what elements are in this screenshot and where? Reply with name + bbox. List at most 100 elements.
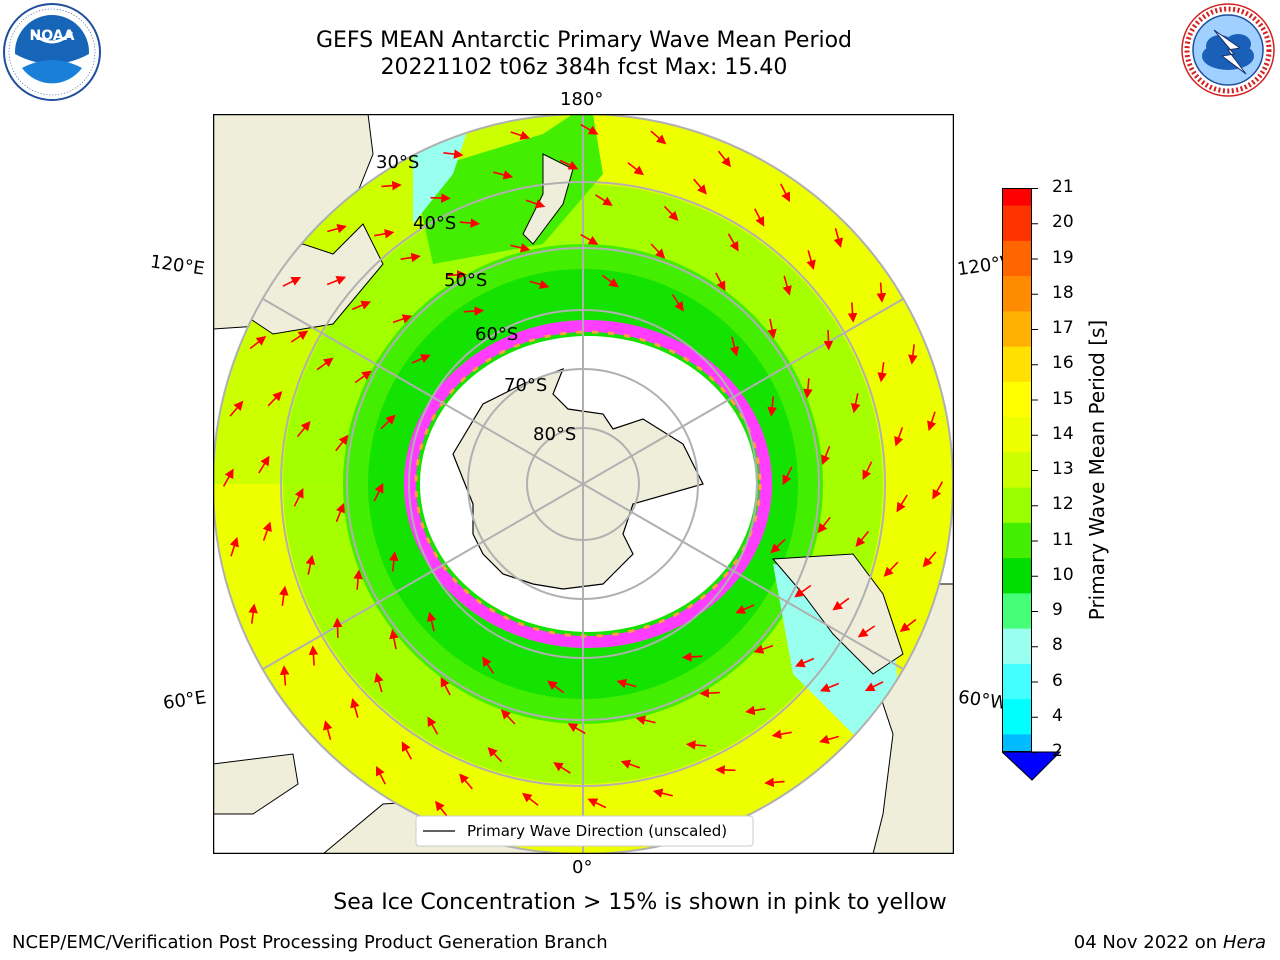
wave-direction-arrow [715, 765, 736, 775]
wave-direction-arrow [529, 279, 550, 290]
lat-label-30s: 30°S [376, 152, 420, 173]
wave-direction-arrow [823, 330, 834, 351]
wave-direction-arrow [401, 741, 413, 760]
wave-direction-arrow [794, 584, 812, 598]
wave-direction-arrow [354, 370, 372, 384]
map-legend: Primary Wave Direction (unscaled) [415, 815, 754, 847]
wave-direction-arrow [222, 468, 234, 487]
lon-label-120e: 120°E [148, 251, 206, 280]
wave-direction-arrow [833, 228, 844, 248]
wave-direction-arrow [459, 218, 481, 228]
wave-direction-arrows [222, 123, 944, 818]
lon-label-60e: 60°E [161, 687, 208, 714]
wave-direction-arrow [525, 199, 546, 209]
wave-direction-arrow [650, 243, 666, 259]
wave-direction-arrow [350, 697, 360, 718]
wave-direction-arrow [932, 481, 944, 500]
wave-direction-arrow [293, 487, 304, 507]
wave-direction-arrow [699, 688, 720, 698]
wave-direction-arrow [782, 466, 793, 486]
wave-direction-arrow [258, 455, 270, 474]
colorbar-tick-label: 16 [1052, 353, 1074, 374]
wave-direction-arrow [547, 680, 565, 694]
wave-direction-arrow [864, 681, 884, 691]
wave-direction-arrow [322, 720, 333, 740]
wave-direction-arrow [229, 536, 239, 557]
wave-direction-arrow [389, 629, 399, 650]
lat-label-60s: 60°S [475, 324, 519, 345]
wave-direction-arrow [847, 302, 858, 323]
footer-date: 04 Nov 2022 on Hera [1074, 932, 1266, 953]
wave-direction-arrow [459, 773, 473, 790]
colorbar-tick-label: 4 [1052, 705, 1063, 726]
wave-direction-arrow [262, 521, 272, 541]
wave-direction-arrow [510, 130, 531, 140]
wave-direction-arrow [381, 180, 402, 191]
wave-direction-arrow [927, 411, 937, 432]
wave-direction-arrow [745, 705, 766, 716]
wave-direction-arrow [440, 676, 451, 696]
wave-direction-arrow [446, 270, 467, 280]
wave-direction-arrow [601, 274, 619, 288]
wave-direction-arrow [493, 170, 514, 180]
wave-direction-arrow [908, 344, 918, 365]
wave-direction-arrow [780, 183, 790, 203]
wave-direction-arrow [427, 716, 439, 735]
wave-direction-arrow [876, 282, 887, 303]
wave-direction-arrow [296, 420, 311, 438]
wave-direction-arrow [753, 208, 765, 227]
colorbar-tick-label: 20 [1052, 212, 1074, 233]
wave-direction-arrow [729, 336, 740, 357]
wave-direction-arrow [435, 800, 449, 818]
wave-direction-arrow [717, 150, 731, 168]
colorbar-tick-label: 21 [1052, 177, 1074, 197]
wave-direction-arrow [832, 597, 850, 611]
wave-direction-arrow [380, 414, 396, 430]
wave-direction-arrow [559, 159, 579, 170]
wave-direction-arrow [229, 400, 244, 417]
polar-map: Primary Wave Direction (unscaled) [213, 114, 954, 854]
wave-direction-arrow [351, 300, 372, 311]
wave-direction-arrow [771, 729, 792, 739]
lon-label-0: 0° [572, 857, 593, 878]
colorbar-tick-label: 8 [1052, 635, 1063, 656]
wave-direction-arrow [663, 205, 679, 222]
wave-direction-arrow [850, 393, 861, 414]
wave-direction-arrow [727, 233, 739, 252]
wave-direction-arrow [290, 330, 309, 343]
noaa-logo: NOAA [3, 3, 101, 101]
wave-direction-arrow [650, 130, 667, 145]
wave-direction-arrow [616, 678, 637, 689]
wave-direction-arrow [693, 178, 707, 195]
wave-direction-arrow [335, 434, 349, 452]
colorbar [1002, 188, 1062, 781]
colorbar-tick-label: 13 [1052, 459, 1074, 479]
wave-direction-arrow [376, 765, 386, 785]
wave-direction-arrow [819, 682, 840, 693]
wave-direction-arrow [782, 275, 792, 296]
wave-direction-arrow [522, 792, 539, 806]
wave-direction-arrow [671, 294, 684, 312]
wave-direction-arrow [279, 585, 289, 606]
colorbar-label: Primary Wave Mean Period [s] [1085, 319, 1109, 621]
wave-direction-arrow [767, 318, 777, 339]
wave-direction-arrow [411, 354, 431, 364]
lat-label-80s: 80°S [533, 424, 577, 445]
wave-direction-arrow [389, 551, 399, 572]
wave-direction-arrow [652, 788, 673, 798]
wave-direction-arrow [819, 734, 839, 745]
legend-text: Primary Wave Direction (unscaled) [467, 822, 727, 840]
wave-direction-arrow [374, 672, 384, 693]
colorbar-tick-label: 2 [1052, 741, 1063, 761]
wave-direction-arrow [353, 569, 363, 590]
wave-direction-arrow [715, 272, 726, 292]
wave-direction-arrow [894, 427, 904, 447]
wave-direction-arrow [308, 645, 319, 666]
wave-direction-arrow [500, 709, 516, 725]
wave-direction-arrow [862, 461, 873, 481]
wave-direction-arrow [510, 243, 531, 253]
colorbar-tick-label: 14 [1052, 423, 1074, 444]
wave-direction-arrow [463, 306, 485, 316]
nws-logo [1181, 3, 1275, 97]
wave-direction-arrow [443, 149, 464, 159]
